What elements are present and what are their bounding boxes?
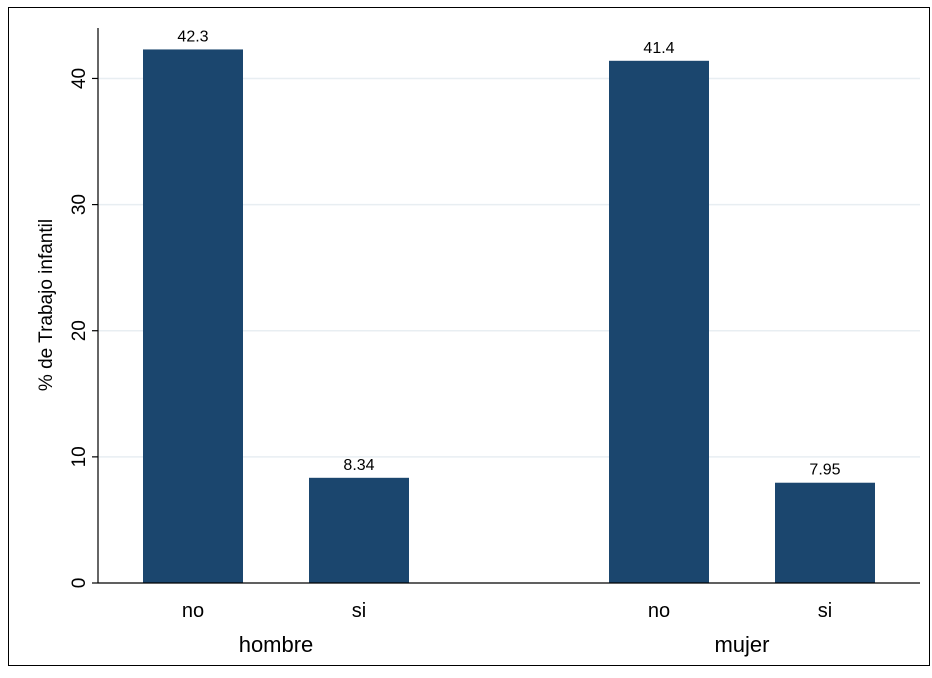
y-tick-label-0: 0: [69, 578, 90, 589]
x-axis-labels: no si hombre no si mujer: [182, 600, 832, 657]
y-tick-label-10: 10: [69, 446, 90, 467]
x-category-label-mujer-no: no: [648, 600, 670, 622]
bar-label-mujer-si: 7.95: [809, 462, 840, 479]
x-category-label-hombre-si: si: [352, 600, 366, 622]
bar-hombre-no: [143, 49, 243, 584]
bar-mujer-si: [775, 482, 875, 583]
x-group-label-mujer: mujer: [714, 632, 769, 657]
bar-mujer-no: [609, 60, 709, 583]
y-tick-label-30: 30: [69, 194, 90, 215]
y-axis-title: % de Trabajo infantil: [36, 219, 57, 391]
y-axis: 0 10 20 30 40: [69, 28, 920, 588]
y-tick-label-20: 20: [69, 320, 90, 341]
bar-label-mujer-no: 41.4: [643, 40, 674, 57]
bars: [143, 49, 875, 584]
x-category-label-hombre-no: no: [182, 600, 204, 622]
bar-label-hombre-si: 8.34: [343, 457, 374, 474]
x-group-label-hombre: hombre: [239, 632, 314, 657]
bar-value-labels: 42.3 8.34 41.4 7.95: [177, 28, 840, 478]
bar-label-hombre-no: 42.3: [177, 28, 208, 45]
x-category-label-mujer-si: si: [818, 600, 832, 622]
y-tick-label-40: 40: [69, 68, 90, 89]
bar-hombre-si: [309, 477, 409, 583]
